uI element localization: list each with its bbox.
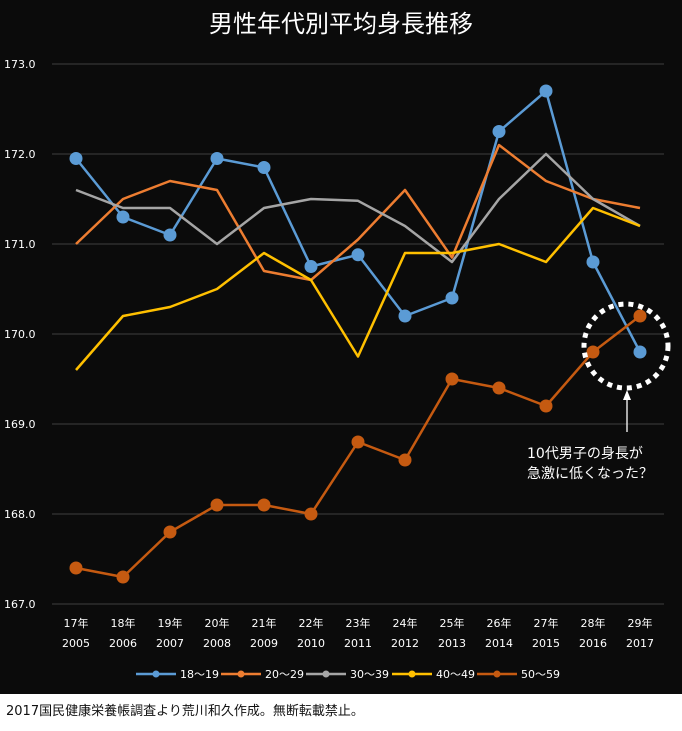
x-tick-label-year: 2012 [391, 637, 419, 650]
x-tick-label-year: 2015 [532, 637, 560, 650]
data-point [116, 210, 130, 224]
data-point [398, 309, 412, 323]
data-point [257, 161, 271, 174]
data-point [539, 399, 553, 413]
line-chart: 男性年代別平均身長推移 173.0 172.0 171.0 170.0 169.0 168… [4, 10, 671, 681]
x-tick-label-age: 21年 [252, 616, 277, 630]
data-point [492, 381, 506, 395]
annotation-highlight-circle [581, 301, 671, 391]
legend-swatch-marker [408, 670, 416, 678]
data-point [69, 152, 83, 165]
legend-label: 50〜59 [521, 668, 560, 681]
data-point [163, 228, 177, 242]
legend-label: 20〜29 [265, 668, 304, 681]
data-point [116, 570, 130, 584]
y-tick-label: 168.0 [4, 508, 36, 521]
legend-label: 40〜49 [436, 668, 475, 681]
series-line-2 [75, 143, 641, 282]
annotation-text: 10代男子の身長が [527, 446, 643, 462]
x-tick-label-year: 2007 [156, 637, 184, 650]
footer: 2017国民健康栄養帳調査より荒川和久作成。無断転載禁止。 [0, 694, 682, 731]
x-tick-label-age: 24年 [393, 616, 418, 630]
y-tick-label: 172.0 [4, 148, 36, 161]
x-tick-label-year: 2013 [438, 637, 466, 650]
data-point [210, 498, 224, 512]
x-tick-label-age: 20年 [205, 616, 230, 630]
data-point [398, 453, 412, 467]
y-tick-label: 170.0 [4, 328, 36, 341]
data-point [351, 435, 365, 449]
y-tick-label: 169.0 [4, 418, 36, 431]
x-tick-label-year: 2016 [579, 637, 607, 650]
series-line-1 [75, 89, 642, 353]
data-point [69, 561, 83, 575]
data-point [351, 248, 365, 262]
annotation-arrow-head [623, 390, 631, 400]
x-tick-label-age: 23年 [346, 616, 371, 630]
legend-swatch-marker [322, 670, 330, 678]
data-point [445, 372, 459, 386]
x-tick-label-age: 29年 [628, 616, 653, 630]
legend-label: 18〜19 [180, 668, 219, 681]
data-point [633, 309, 647, 323]
y-tick-label: 167.0 [4, 598, 36, 611]
data-point [210, 152, 224, 165]
series-line-3 [75, 152, 641, 264]
data-point [492, 125, 506, 138]
data-point [633, 345, 647, 359]
legend-swatch-marker [493, 670, 501, 678]
x-tick-label-age: 25年 [440, 616, 465, 630]
x-tick-label-year: 2009 [250, 637, 278, 650]
x-tick-label-year: 2010 [297, 637, 325, 650]
x-tick-label-age: 28年 [581, 616, 606, 630]
y-tick-label: 171.0 [4, 238, 36, 251]
chart-panel: 男性年代別平均身長推移 173.0 172.0 171.0 170.0 169.0 168… [0, 0, 682, 694]
legend-swatch-marker [152, 670, 160, 678]
chart-title: 男性年代別平均身長推移 [209, 10, 473, 38]
y-tick-label: 173.0 [4, 58, 36, 71]
x-tick-label-year: 2006 [109, 637, 137, 650]
legend-swatch-marker [237, 670, 245, 678]
annotation-text: 急激に低くなった？ [527, 465, 653, 482]
data-point [586, 255, 600, 269]
x-tick-label-age: 22年 [299, 616, 324, 630]
x-tick-label-age: 26年 [487, 616, 512, 630]
x-tick-label-age: 19年 [158, 616, 183, 630]
data-point [539, 84, 553, 98]
series-line-4 [75, 206, 641, 371]
data-point [304, 260, 318, 273]
data-point [257, 498, 271, 512]
data-point [586, 345, 600, 359]
x-tick-label-age: 18年 [111, 616, 136, 630]
footer-credit: 2017国民健康栄養帳調査より荒川和久作成。無断転載禁止。 [6, 704, 364, 719]
x-tick-label-age: 27年 [534, 616, 559, 630]
x-tick-label-year: 2011 [344, 637, 372, 650]
x-tick-label-year: 2017 [626, 637, 654, 650]
data-point [304, 507, 318, 521]
legend-label: 30〜39 [350, 668, 389, 681]
data-point [163, 525, 177, 539]
x-tick-label-year: 2014 [485, 637, 513, 650]
data-point [445, 291, 459, 305]
x-tick-label-year: 2005 [62, 637, 90, 650]
x-tick-label-age: 17年 [64, 616, 89, 630]
x-tick-label-year: 2008 [203, 637, 231, 650]
